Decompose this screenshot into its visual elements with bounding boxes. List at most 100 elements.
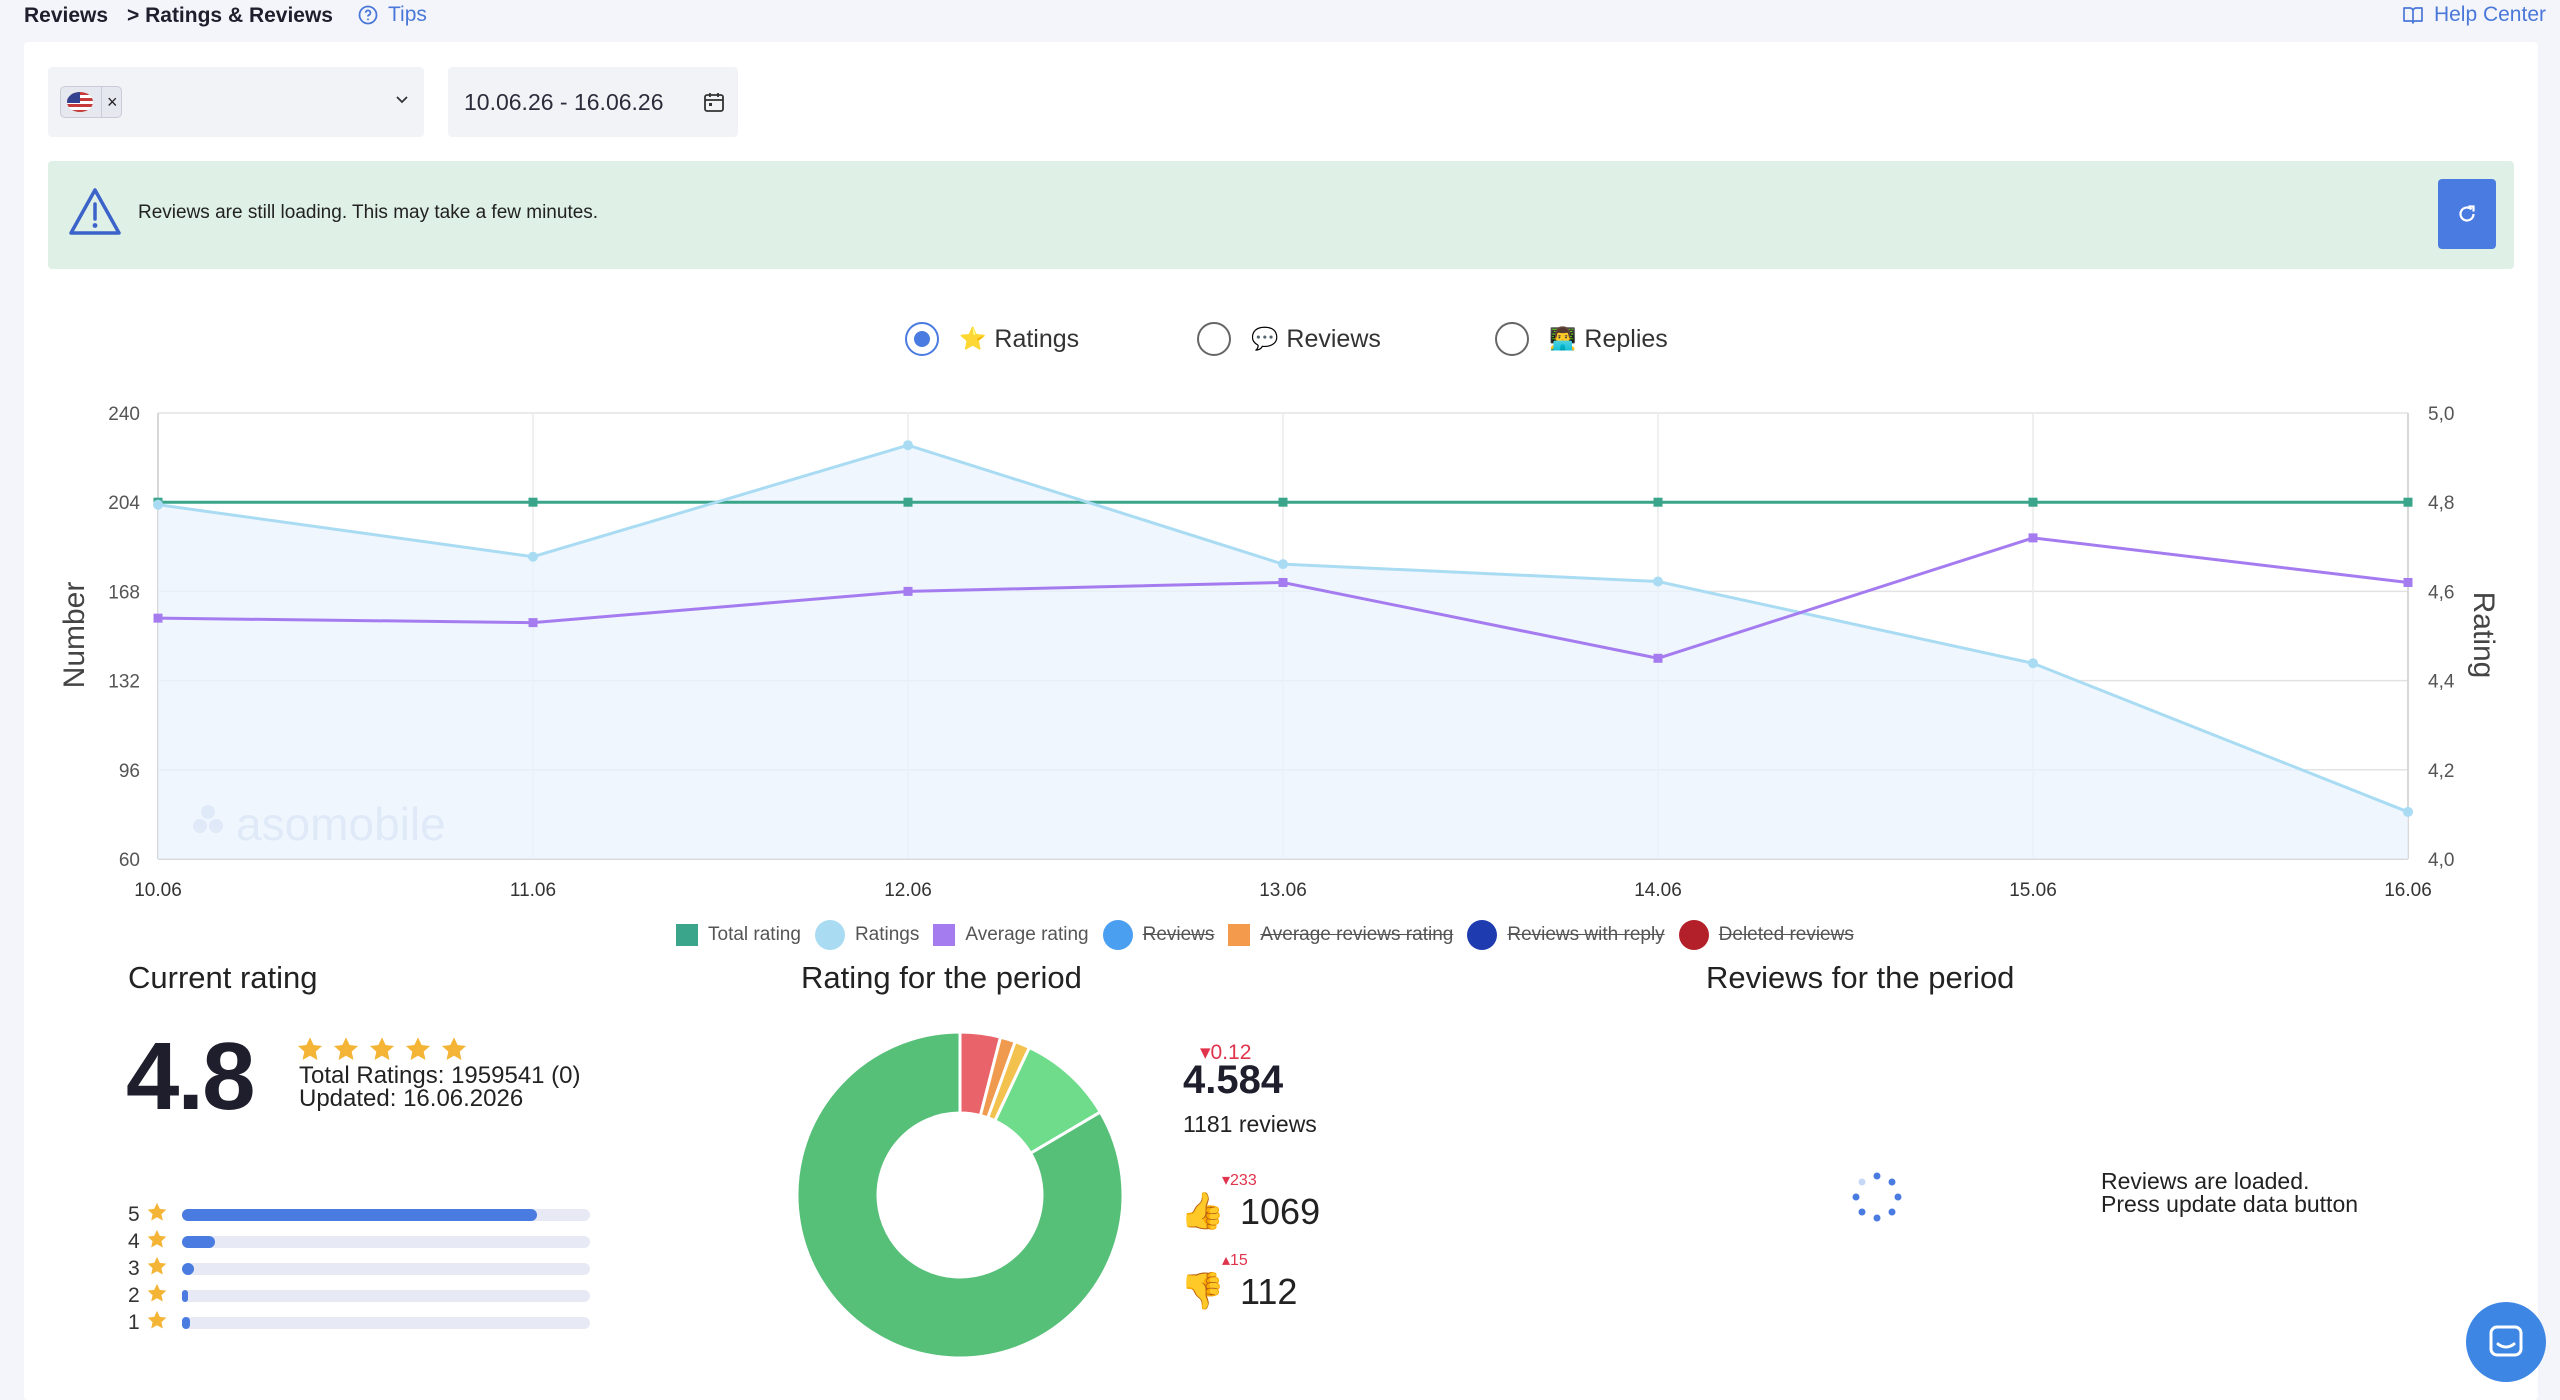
star-count-label: 4 bbox=[128, 1230, 140, 1253]
data-point bbox=[2028, 497, 2038, 507]
replies-radio[interactable]: 👨‍💻 Replies bbox=[1495, 322, 1668, 356]
star-count-label: 1 bbox=[128, 1311, 140, 1334]
chevron-down-icon[interactable] bbox=[392, 89, 412, 109]
legend-swatch bbox=[676, 924, 698, 946]
legend-item[interactable]: Reviews with reply bbox=[1467, 920, 1665, 950]
rating-totals: Total Ratings: 1959541 (0) Updated: 16.0… bbox=[299, 1062, 581, 1111]
legend-item[interactable]: Deleted reviews bbox=[1678, 920, 1854, 950]
legend-swatch bbox=[1678, 920, 1709, 950]
data-point bbox=[2403, 577, 2413, 587]
distribution-row: 2 bbox=[128, 1283, 590, 1309]
reviews-loaded-message: Reviews are loaded. Press update data bu… bbox=[2101, 1170, 2358, 1216]
data-point bbox=[528, 497, 538, 507]
tips-link[interactable]: Tips bbox=[358, 3, 427, 27]
series-area bbox=[158, 445, 2408, 859]
data-point bbox=[528, 551, 538, 562]
distribution-fill bbox=[182, 1263, 195, 1275]
y-tick-label: 168 bbox=[108, 582, 140, 603]
radio-circle bbox=[1197, 322, 1231, 356]
legend-label: Average rating bbox=[965, 924, 1089, 945]
negative-count: 112 bbox=[1240, 1271, 1298, 1312]
star-icon bbox=[440, 1036, 468, 1067]
distribution-track bbox=[182, 1317, 590, 1329]
star-icon bbox=[332, 1036, 360, 1067]
x-tick-label: 15.06 bbox=[2009, 880, 2057, 901]
star-icon bbox=[146, 1229, 174, 1255]
data-point bbox=[528, 618, 538, 628]
reviews-radio-label: Reviews bbox=[1286, 324, 1381, 353]
y-tick-label: 132 bbox=[108, 672, 140, 693]
y2-tick-label: 4,0 bbox=[2428, 850, 2454, 871]
avg-rating-delta-value: 0.12 bbox=[1210, 1041, 1252, 1064]
distribution-fill bbox=[182, 1317, 191, 1329]
star-count-label: 2 bbox=[128, 1284, 140, 1307]
legend-swatch bbox=[814, 920, 845, 950]
legend-swatch bbox=[1467, 920, 1498, 950]
help-center-label: Help Center bbox=[2433, 3, 2546, 26]
ratings-radio[interactable]: ⭐ Ratings bbox=[905, 322, 1079, 356]
data-point bbox=[903, 497, 913, 507]
ratings-radio-label: Ratings bbox=[994, 324, 1080, 353]
star-emoji-icon: ⭐ bbox=[959, 326, 987, 351]
x-tick-label: 14.06 bbox=[1634, 880, 1682, 901]
distribution-fill bbox=[182, 1209, 537, 1221]
reviews-radio[interactable]: 💬 Reviews bbox=[1197, 322, 1381, 356]
star-icon bbox=[296, 1036, 324, 1067]
y-tick-label: 96 bbox=[119, 761, 140, 782]
total-ratings-text: Total Ratings: 1959541 (0) bbox=[299, 1062, 581, 1089]
data-point bbox=[153, 613, 163, 623]
help-center-link[interactable]: Help Center bbox=[2402, 3, 2546, 27]
distribution-row: 5 bbox=[128, 1202, 590, 1228]
update-data-button[interactable] bbox=[2438, 179, 2496, 249]
star-icon bbox=[146, 1202, 174, 1228]
calendar-icon bbox=[704, 93, 724, 112]
period-rating-title: Rating for the period bbox=[801, 960, 1082, 995]
distribution-row: 3 bbox=[128, 1256, 590, 1282]
chat-widget-button[interactable] bbox=[2466, 1302, 2546, 1382]
chat-icon bbox=[2489, 1325, 2523, 1357]
x-tick-label: 13.06 bbox=[1259, 880, 1307, 901]
legend-item[interactable]: Reviews bbox=[1102, 920, 1215, 950]
alert-message: Reviews are still loading. This may take… bbox=[138, 202, 599, 223]
distribution-fill bbox=[182, 1290, 189, 1302]
legend-label: Reviews bbox=[1142, 924, 1215, 945]
y2-tick-label: 4,8 bbox=[2428, 493, 2454, 514]
chip-remove-button[interactable]: × bbox=[101, 87, 118, 117]
x-tick-label: 10.06 bbox=[134, 880, 182, 901]
loaded-line-2: Press update data button bbox=[2101, 1191, 2359, 1217]
watermark-text: asomobile bbox=[236, 798, 446, 850]
rating-donut-chart bbox=[795, 1030, 1125, 1360]
replies-radio-label: Replies bbox=[1584, 324, 1668, 353]
tips-label: Tips bbox=[388, 3, 427, 26]
legend-swatch bbox=[1228, 924, 1251, 946]
top-bar: Reviews > Ratings & Reviews Tips Help Ce… bbox=[0, 0, 2560, 40]
country-chip: × bbox=[60, 86, 122, 118]
data-point bbox=[1653, 653, 1663, 663]
country-select[interactable]: × bbox=[48, 67, 424, 137]
date-range-picker[interactable]: 10.06.26 - 16.06.26 bbox=[448, 67, 738, 137]
breadcrumb-root[interactable]: Reviews bbox=[24, 4, 109, 27]
data-point bbox=[2028, 658, 2038, 669]
refresh-icon bbox=[2459, 205, 2475, 222]
distribution-track bbox=[182, 1209, 590, 1221]
legend-item[interactable]: Ratings bbox=[814, 920, 919, 950]
distribution-track bbox=[182, 1290, 590, 1302]
us-flag-icon bbox=[67, 92, 93, 112]
negative-delta-value: 15 bbox=[1230, 1252, 1248, 1269]
avg-rating-delta: ▾0.12 bbox=[1200, 1041, 1252, 1064]
data-point bbox=[153, 499, 163, 510]
legend-swatch bbox=[1102, 920, 1133, 950]
distribution-track bbox=[182, 1263, 590, 1275]
y-tick-label: 60 bbox=[119, 850, 140, 871]
breadcrumb-current: > Ratings & Reviews bbox=[127, 4, 333, 27]
technologist-icon: 👨‍💻 bbox=[1549, 326, 1577, 351]
negative-delta: ▴15 bbox=[1222, 1252, 1248, 1269]
legend-item[interactable]: Total rating bbox=[676, 924, 801, 946]
star-icon bbox=[146, 1256, 174, 1282]
legend-item[interactable]: Average reviews rating bbox=[1228, 924, 1453, 946]
data-point bbox=[2403, 497, 2413, 507]
data-point bbox=[1278, 577, 1288, 587]
legend-item[interactable]: Average rating bbox=[933, 924, 1089, 946]
date-range-value: 10.06.26 - 16.06.26 bbox=[464, 89, 664, 115]
data-point bbox=[903, 586, 913, 596]
